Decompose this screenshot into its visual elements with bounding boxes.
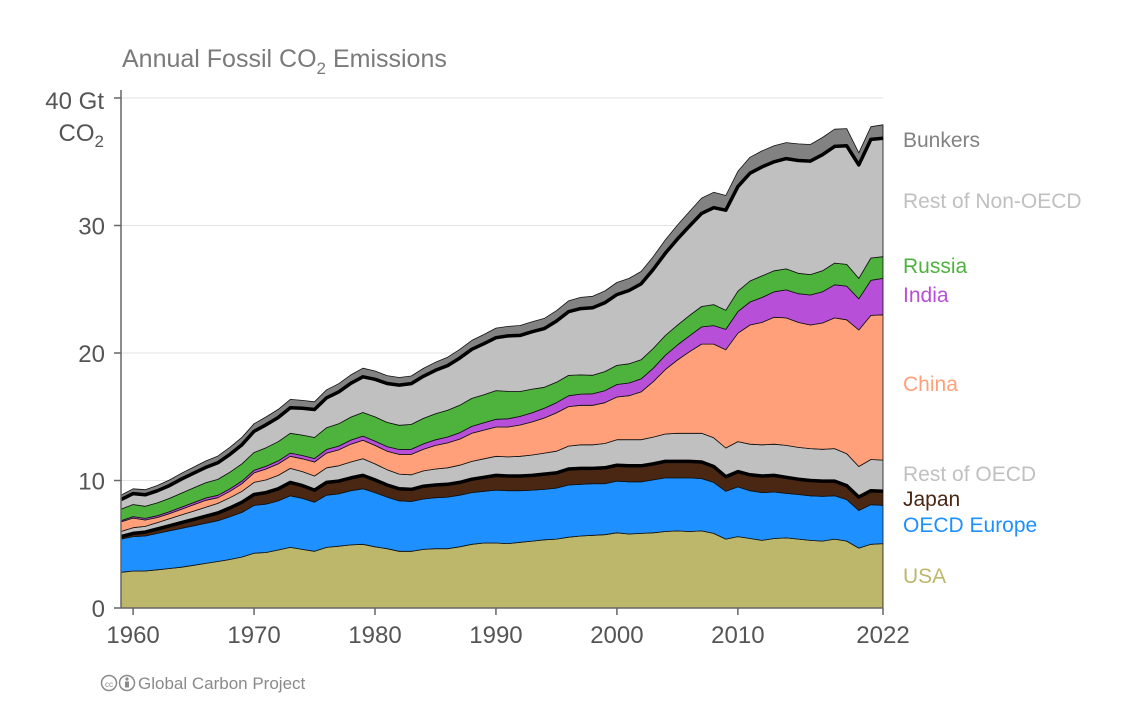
series-label-russia: Russia bbox=[903, 255, 968, 278]
by-icon-body bbox=[125, 681, 129, 688]
y-tick-label: 20 bbox=[78, 341, 105, 368]
by-icon-head bbox=[125, 677, 129, 681]
x-tick-label: 1990 bbox=[469, 622, 522, 649]
series-label-japan: Japan bbox=[903, 488, 960, 511]
x-tick-label: 2022 bbox=[856, 622, 909, 649]
cc-icon bbox=[100, 674, 118, 692]
stacked-areas bbox=[120, 124, 884, 609]
series-label-rest-of-non-oecd: Rest of Non-OECD bbox=[903, 190, 1082, 213]
axes: 0 10 20 30 1960 1970 1980 1990 2000 2010 2022 bbox=[78, 90, 910, 649]
cc-icon-glyph: cc bbox=[105, 680, 113, 689]
boundary-line bbox=[120, 459, 884, 539]
boundary-lines bbox=[120, 136, 884, 539]
y-tick-label: 30 bbox=[78, 214, 105, 241]
series-label-rest-of-oecd: Rest of OECD bbox=[903, 463, 1036, 486]
credit-text: Global Carbon Project bbox=[138, 674, 306, 693]
y-unit-line2: CO2 bbox=[59, 120, 104, 151]
x-tick-label: 2010 bbox=[711, 622, 764, 649]
x-tick-label: 1960 bbox=[106, 622, 159, 649]
y-tick-label: 10 bbox=[78, 469, 105, 496]
x-tick-label: 1970 bbox=[227, 622, 280, 649]
boundary-line bbox=[120, 136, 884, 502]
x-tick-label: 1980 bbox=[348, 622, 401, 649]
series-label-china: China bbox=[903, 373, 958, 396]
by-icon bbox=[118, 674, 136, 692]
chart-title: Annual Fossil CO2 Emissions bbox=[122, 45, 447, 78]
y-unit-line1: 40 Gt bbox=[45, 88, 104, 115]
series-label-india: India bbox=[903, 284, 949, 307]
y-tick-label: 0 bbox=[92, 596, 105, 623]
credit: cc Global Carbon Project bbox=[100, 674, 306, 693]
series-label-oecd-europe: OECD Europe bbox=[903, 514, 1037, 537]
series-label-bunkers: Bunkers bbox=[903, 129, 980, 152]
series-label-usa: USA bbox=[903, 565, 946, 588]
x-tick-label: 2000 bbox=[590, 622, 643, 649]
